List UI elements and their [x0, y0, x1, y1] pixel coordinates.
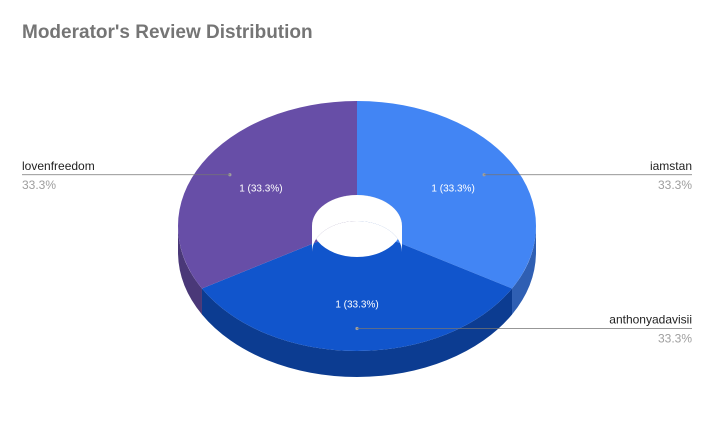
chart-title: Moderator's Review Distribution — [22, 22, 313, 43]
legend-name-iamstan: iamstan — [650, 159, 692, 173]
legend-percent-anthonyadavisii: 33.3% — [658, 332, 692, 346]
slice-anthonyadavisii — [201, 241, 513, 352]
slice-label-anthonyadavisii: 1 (33.3%) — [335, 300, 378, 311]
legend-name-anthonyadavisii: anthonyadavisii — [609, 313, 692, 327]
slice-label-lovenfreedom: 1 (33.3%) — [239, 183, 282, 194]
slice-side-iamstan — [512, 226, 536, 315]
legend-percent-lovenfreedom: 33.3% — [22, 178, 56, 192]
legend-name-lovenfreedom: lovenfreedom — [22, 159, 95, 173]
slice-label-iamstan: 1 (33.3%) — [431, 183, 474, 194]
legend-percent-iamstan: 33.3% — [658, 178, 692, 192]
slice-side-anthonyadavisii — [201, 288, 513, 378]
donut-hole — [312, 195, 402, 252]
slice-side-lovenfreedom — [178, 226, 202, 315]
